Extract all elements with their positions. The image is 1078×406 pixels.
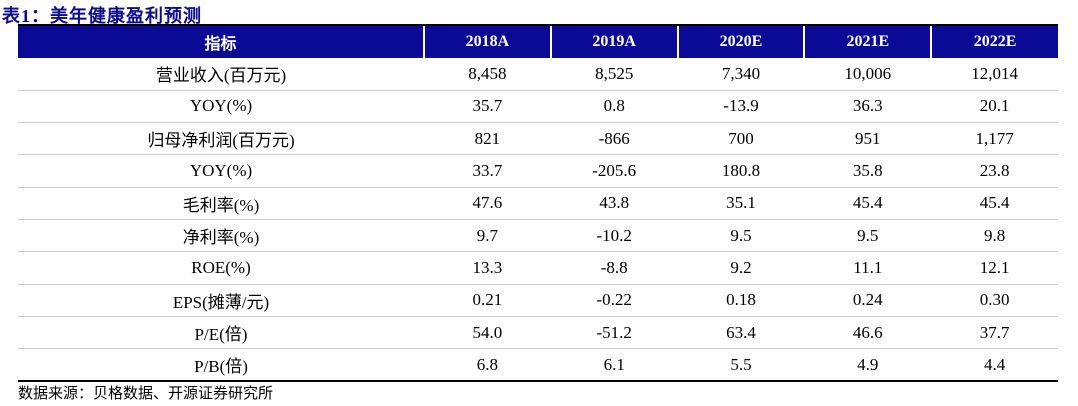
table-cell: 9.7	[424, 219, 551, 253]
table-cell: 46.6	[804, 316, 932, 350]
row-label: ROE(%)	[18, 251, 424, 285]
row-label: YOY(%)	[18, 90, 424, 124]
table-cell: 4.9	[804, 348, 932, 382]
source-note: 数据来源：贝格数据、开源证券研究所	[18, 386, 274, 402]
table-cell: 45.4	[804, 187, 932, 220]
table-cell: 9.5	[804, 219, 932, 253]
table-cell: 0.24	[804, 284, 932, 317]
table-row: P/B(倍) 6.8 6.1 5.5 4.9 4.4	[18, 348, 1058, 382]
table-cell: 0.30	[931, 284, 1058, 317]
table-cell: 8,458	[424, 58, 551, 91]
table-cell: 45.4	[931, 187, 1058, 220]
table-cell: 9.5	[677, 219, 805, 253]
row-label: 营业收入(百万元)	[18, 58, 424, 91]
table-cell: -205.6	[550, 154, 678, 188]
table-cell: 821	[424, 122, 551, 156]
table-cell: -8.8	[550, 251, 678, 285]
table-row: 营业收入(百万元) 8,458 8,525 7,340 10,006 12,01…	[18, 58, 1058, 91]
table-cell: 35.1	[677, 187, 805, 220]
table-title: 表1：美年健康盈利预测	[2, 6, 202, 26]
table-cell: 35.7	[424, 90, 551, 124]
table-row: 归母净利润(百万元) 821 -866 700 951 1,177	[18, 122, 1058, 156]
table-row: ROE(%) 13.3 -8.8 9.2 11.1 12.1	[18, 251, 1058, 285]
row-label: YOY(%)	[18, 154, 424, 188]
table-cell: 13.3	[424, 251, 551, 285]
table-cell: 5.5	[677, 348, 805, 382]
row-label: P/B(倍)	[18, 348, 424, 382]
table-cell: -51.2	[550, 316, 678, 350]
table-cell: 33.7	[424, 154, 551, 188]
row-label: 毛利率(%)	[18, 187, 424, 220]
table-cell: -10.2	[550, 219, 678, 253]
table-cell: 0.21	[424, 284, 551, 317]
row-label: P/E(倍)	[18, 316, 424, 350]
table-cell: 20.1	[931, 90, 1058, 124]
table-cell: 0.18	[677, 284, 805, 317]
row-label: 净利率(%)	[18, 219, 424, 253]
table-row: 净利率(%) 9.7 -10.2 9.5 9.5 9.8	[18, 219, 1058, 253]
table-cell: 43.8	[550, 187, 678, 220]
table-cell: 37.7	[931, 316, 1058, 350]
table-row: EPS(摊薄/元) 0.21 -0.22 0.18 0.24 0.30	[18, 284, 1058, 317]
table-row: 毛利率(%) 47.6 43.8 35.1 45.4 45.4	[18, 187, 1058, 220]
table-row: P/E(倍) 54.0 -51.2 63.4 46.6 37.7	[18, 316, 1058, 350]
table-cell: 700	[677, 122, 805, 156]
header-cell-2021e: 2021E	[804, 26, 933, 58]
header-cell-2022e: 2022E	[973, 33, 1017, 50]
table-cell: -866	[550, 122, 678, 156]
header-cell-2020e: 2020E	[677, 26, 806, 58]
header-cell-indicator: 指标	[18, 26, 425, 58]
table-cell: 6.8	[424, 348, 551, 382]
header-row: 指标 2018A 2019A 2020E 2021E 2022E	[18, 26, 1058, 58]
table-cell: 10,006	[804, 58, 932, 91]
header-cell-2019a: 2019A	[550, 26, 679, 58]
table-cell: 6.1	[550, 348, 678, 382]
table-cell: 12,014	[931, 58, 1058, 91]
table-cell: 9.8	[931, 219, 1058, 253]
table-cell: 35.8	[804, 154, 932, 188]
table-cell: -13.9	[677, 90, 805, 124]
header-cell-2018a: 2018A	[424, 26, 552, 58]
table-cell: 4.4	[931, 348, 1058, 382]
table-cell: 54.0	[424, 316, 551, 350]
table-cell: 7,340	[677, 58, 805, 91]
table-cell: 23.8	[931, 154, 1058, 188]
table-cell: 8,525	[550, 58, 678, 91]
table-cell: 47.6	[424, 187, 551, 220]
table-cell: 63.4	[677, 316, 805, 350]
top-rule	[18, 24, 1058, 26]
row-label: EPS(摊薄/元)	[18, 284, 424, 317]
table-cell: 36.3	[804, 90, 932, 124]
table-cell: 951	[804, 122, 932, 156]
table-row: YOY(%) 35.7 0.8 -13.9 36.3 20.1	[18, 90, 1058, 124]
table-cell: 9.2	[677, 251, 805, 285]
table-cell: -0.22	[550, 284, 678, 317]
row-label: 归母净利润(百万元)	[18, 122, 424, 156]
table-cell: 12.1	[931, 251, 1058, 285]
table-cell: 11.1	[804, 251, 932, 285]
forecast-table: 指标 2018A 2019A 2020E 2021E 2022E 营业收入(百万…	[18, 26, 1058, 382]
table-cell: 1,177	[931, 122, 1058, 156]
table-cell: 0.8	[550, 90, 678, 124]
table-cell: 180.8	[677, 154, 805, 188]
table-row: YOY(%) 33.7 -205.6 180.8 35.8 23.8	[18, 154, 1058, 188]
